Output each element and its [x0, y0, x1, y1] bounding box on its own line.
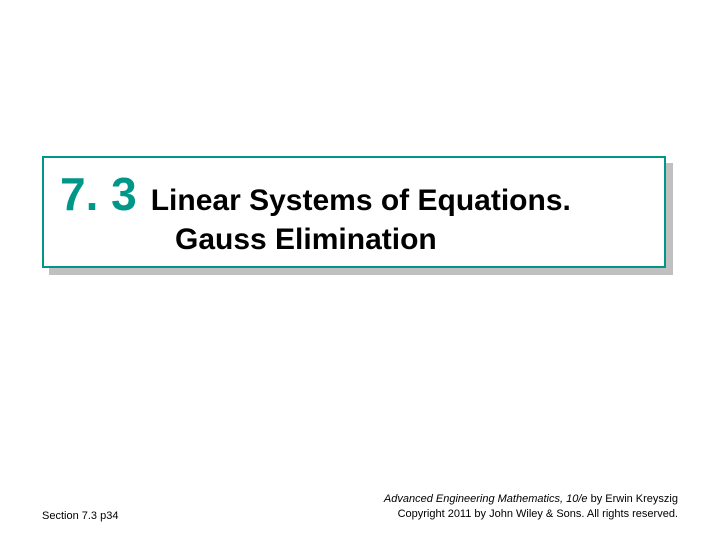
title-line-1: 7. 3 Linear Systems of Equations. [60, 167, 664, 221]
footer-left: Section 7.3 p34 [42, 510, 118, 522]
title-sub-text: Gauss Elimination [60, 223, 664, 257]
footer-author: by Erwin Kreyszig [588, 493, 678, 505]
title-box: 7. 3 Linear Systems of Equations. Gauss … [42, 156, 666, 268]
section-number: 7. 3 [60, 167, 137, 221]
footer-right: Advanced Engineering Mathematics, 10/e b… [384, 492, 678, 522]
footer-copyright: Copyright 2011 by John Wiley & Sons. All… [384, 507, 678, 522]
footer: Section 7.3 p34 Advanced Engineering Mat… [42, 492, 678, 522]
title-main-text: Linear Systems of Equations. [151, 184, 571, 218]
footer-attribution-line-1: Advanced Engineering Mathematics, 10/e b… [384, 492, 678, 507]
footer-book-title: Advanced Engineering Mathematics, 10/e [384, 493, 588, 505]
